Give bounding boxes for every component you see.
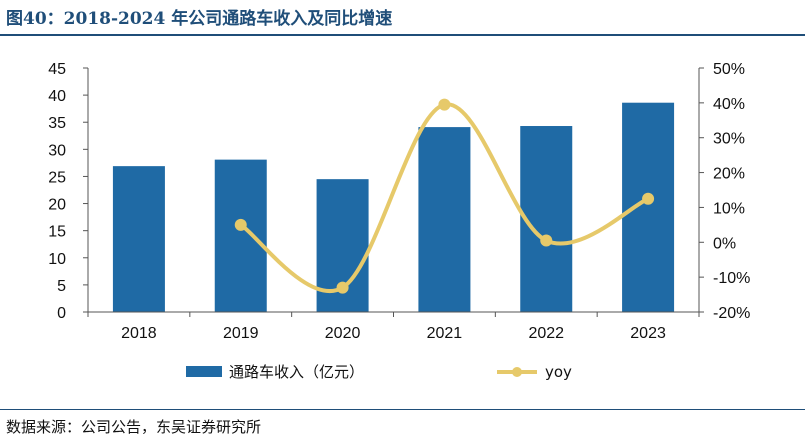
left-tick-label: 30 [48,142,66,159]
legend: 通路车收入（亿元） yoy [186,363,572,381]
x-tick-label: 2018 [121,325,157,342]
bar-2019 [214,159,267,312]
x-tick-label: 2023 [630,325,666,342]
x-tick-label: 2021 [427,325,463,342]
yoy-point-2021 [438,98,451,111]
source-divider [0,409,805,410]
right-tick-label: 40% [713,96,745,113]
legend-label-line: yoy [545,363,572,381]
yoy-point-2020 [336,281,349,294]
legend-swatch-bar [186,366,222,377]
chart-title: 图40：2018-2024 年公司通路车收入及同比增速 [6,9,393,29]
left-tick-label: 20 [48,197,66,214]
right-tick-label: 20% [713,166,745,183]
left-tick-label: 5 [57,278,66,295]
left-tick-label: 35 [48,115,66,132]
yoy-point-2022 [540,234,553,247]
left-tick-label: 15 [48,224,66,241]
title-divider [0,34,805,36]
bar-2022 [520,126,573,312]
right-tick-label: 0% [713,235,736,252]
combo-chart: 0 5 10 15 20 25 30 35 40 45 -20% -10% 0% 10% 20% 30% 40%… [48,61,750,381]
x-tick-label: 2022 [528,325,564,342]
right-tick-label: 30% [713,131,745,148]
yoy-point-2019 [234,218,247,231]
left-tick-label: 40 [48,88,66,105]
data-source: 数据来源：公司公告，东吴证券研究所 [6,418,262,436]
right-tick-label: 10% [713,200,745,217]
right-tick-label: 50% [713,61,745,78]
right-tick-label: -20% [713,305,750,322]
yoy-point-2023 [642,192,655,205]
plot-area: 0 5 10 15 20 25 30 35 40 45 -20% -10% 0% 10% 20% 30% 40%… [48,61,750,342]
x-tick-label: 2020 [325,325,361,342]
legend-label-bar: 通路车收入（亿元） [229,363,364,381]
legend-swatch-marker [512,367,522,377]
x-tick-label: 2019 [223,325,259,342]
bar-2021 [418,127,471,312]
left-tick-label: 10 [48,251,66,268]
bar-2023 [622,102,675,312]
left-tick-label: 25 [48,169,66,186]
bar-2018 [112,166,165,312]
left-tick-label: 45 [48,61,66,78]
right-tick-label: -10% [713,270,750,287]
left-tick-label: 0 [57,305,66,322]
